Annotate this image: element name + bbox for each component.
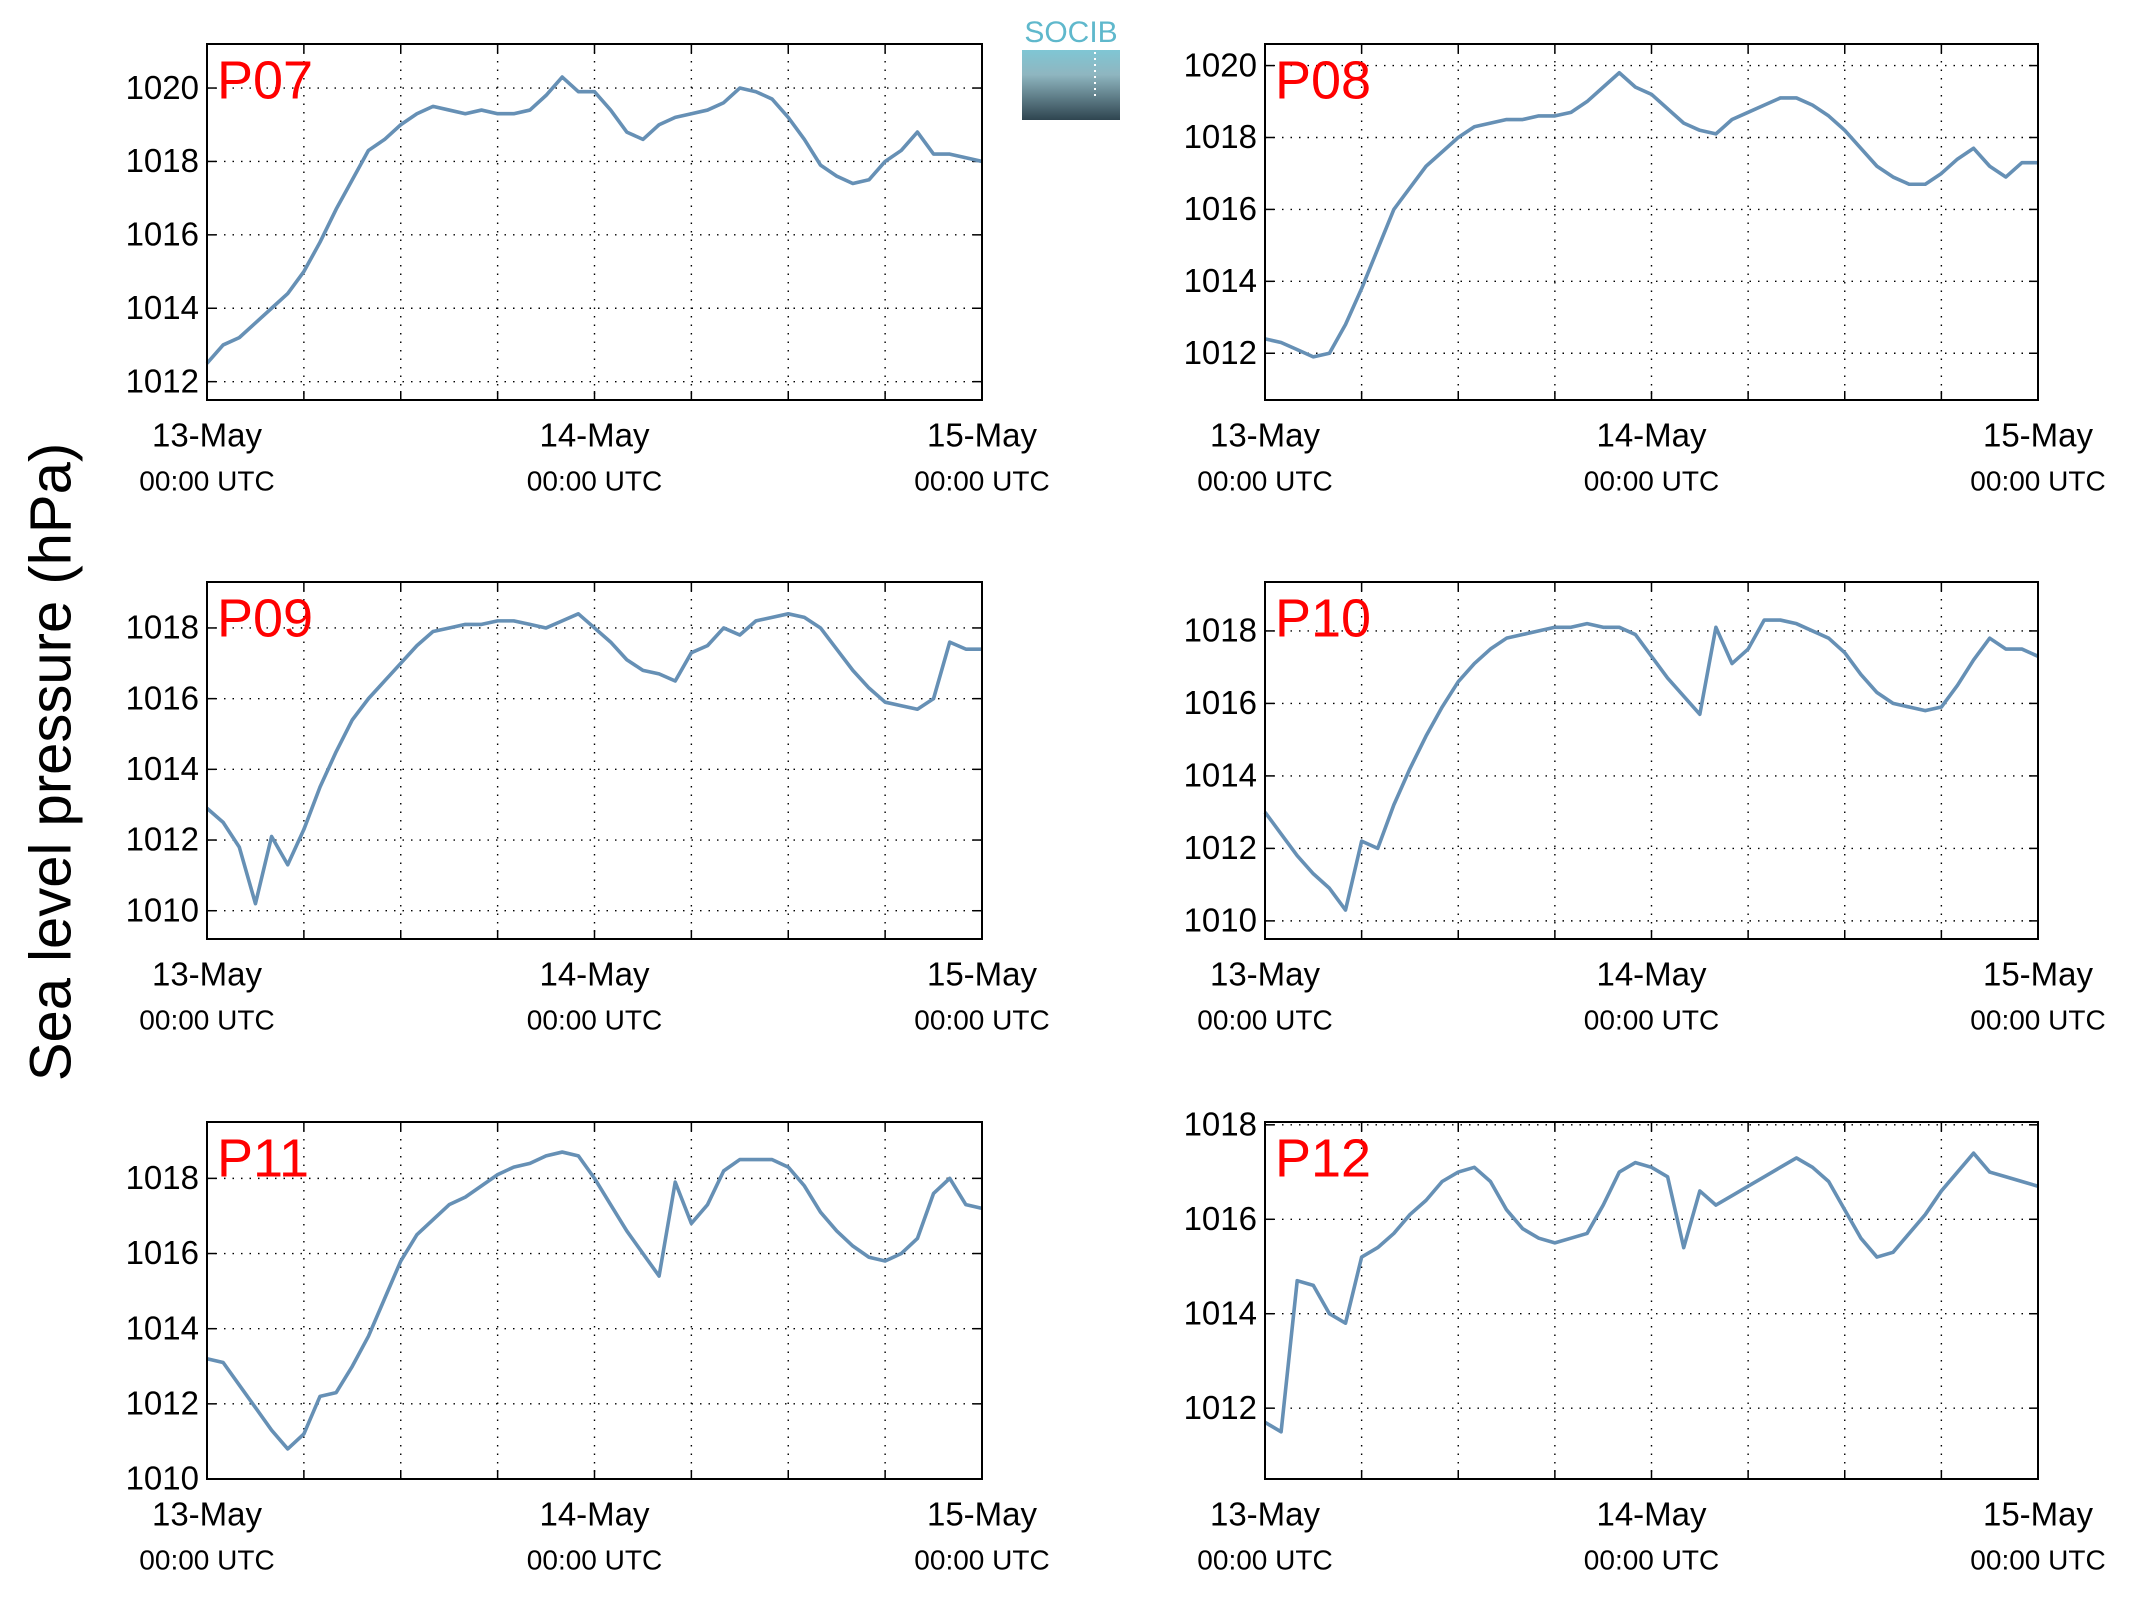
x-tick-label: 15-May	[927, 1496, 1038, 1533]
y-tick-label: 1018	[126, 609, 199, 646]
plot-frame	[1264, 43, 2039, 401]
data-line	[1264, 1151, 2039, 1434]
x-tick-label: 13-May	[1210, 956, 1321, 993]
y-tick-label: 1010	[126, 891, 199, 928]
x-tick-sublabel: 00:00 UTC	[1584, 1544, 1719, 1575]
y-tick-label: 1014	[1184, 262, 1257, 299]
x-tick-sublabel: 00:00 UTC	[914, 1544, 1049, 1575]
x-tick-sublabel: 00:00 UTC	[527, 1544, 662, 1575]
x-tick-sublabel: 00:00 UTC	[1197, 465, 1332, 496]
x-tick-sublabel: 00:00 UTC	[527, 1004, 662, 1035]
plot-frame	[206, 1121, 983, 1480]
x-tick-label: 13-May	[1210, 417, 1321, 454]
plot-frame	[1264, 581, 2039, 940]
panel-title: P08	[1275, 50, 1371, 110]
x-tick-label: 14-May	[1596, 417, 1707, 454]
plot-area	[1265, 44, 2038, 400]
x-tick-label: 14-May	[1596, 1496, 1707, 1533]
y-tick-label: 1020	[1184, 46, 1257, 83]
data-line	[206, 1150, 983, 1451]
data-line	[1264, 70, 2038, 359]
x-tick-sublabel: 00:00 UTC	[1970, 1544, 2105, 1575]
plot-frame	[206, 43, 983, 401]
data-line	[1263, 618, 2039, 912]
x-tick-label: 13-May	[152, 956, 263, 993]
y-tick-label: 1018	[126, 1159, 199, 1196]
y-tick-label: 1018	[1184, 118, 1257, 155]
y-tick-label: 1012	[126, 1385, 199, 1422]
data-line	[205, 612, 982, 906]
x-tick-label: 13-May	[152, 1496, 263, 1533]
x-tick-label: 15-May	[1983, 956, 2094, 993]
x-tick-label: 14-May	[539, 956, 650, 993]
x-tick-sublabel: 00:00 UTC	[1197, 1544, 1332, 1575]
panel-title: P10	[1275, 588, 1371, 648]
plot-frame	[1264, 1121, 2039, 1480]
y-tick-label: 1016	[1184, 684, 1257, 721]
x-tick-sublabel: 00:00 UTC	[1584, 465, 1719, 496]
y-tick-label: 1014	[126, 1309, 199, 1346]
x-tick-sublabel: 00:00 UTC	[914, 465, 1049, 496]
x-tick-label: 15-May	[927, 956, 1038, 993]
y-tick-label: 1010	[1184, 902, 1257, 939]
y-tick-label: 1016	[1184, 1200, 1257, 1237]
panel-title: P11	[217, 1128, 309, 1188]
plot-area	[207, 44, 982, 400]
y-tick-label: 1010	[126, 1460, 199, 1497]
y-tick-label: 1014	[126, 750, 199, 787]
x-tick-sublabel: 00:00 UTC	[1970, 465, 2105, 496]
y-tick-label: 1020	[126, 69, 199, 106]
x-tick-sublabel: 00:00 UTC	[139, 1544, 274, 1575]
x-tick-sublabel: 00:00 UTC	[139, 1004, 274, 1035]
x-tick-label: 13-May	[1210, 1496, 1321, 1533]
y-tick-label: 1014	[126, 289, 199, 326]
x-tick-sublabel: 00:00 UTC	[1584, 1004, 1719, 1035]
y-tick-label: 1012	[126, 362, 199, 399]
panel-title: P09	[217, 588, 313, 648]
y-tick-label: 1016	[1184, 190, 1257, 227]
logo: SOCIB	[1022, 16, 1120, 120]
x-tick-label: 15-May	[927, 417, 1038, 454]
y-tick-label: 1012	[126, 821, 199, 858]
y-tick-label: 1016	[126, 679, 199, 716]
x-tick-sublabel: 00:00 UTC	[914, 1004, 1049, 1035]
x-tick-sublabel: 00:00 UTC	[1197, 1004, 1332, 1035]
x-tick-sublabel: 00:00 UTC	[527, 465, 662, 496]
logo-block	[1022, 50, 1120, 120]
y-tick-label: 1018	[1184, 1106, 1257, 1143]
x-tick-sublabel: 00:00 UTC	[1970, 1004, 2105, 1035]
panel-title: P07	[217, 50, 313, 110]
y-tick-label: 1012	[1184, 334, 1257, 371]
y-tick-label: 1018	[126, 142, 199, 179]
y-tick-label: 1012	[1184, 1389, 1257, 1426]
x-tick-sublabel: 00:00 UTC	[139, 465, 274, 496]
y-tick-label: 1014	[1184, 1294, 1257, 1331]
x-tick-label: 15-May	[1983, 1496, 2094, 1533]
y-tick-label: 1016	[126, 216, 199, 253]
x-tick-label: 14-May	[1596, 956, 1707, 993]
x-tick-label: 14-May	[539, 417, 650, 454]
plot-frame	[206, 581, 983, 940]
panel-title: P12	[1275, 1128, 1371, 1188]
y-tick-label: 1018	[1184, 612, 1257, 649]
y-tick-label: 1016	[126, 1234, 199, 1271]
y-tick-label: 1012	[1184, 829, 1257, 866]
logo-text: SOCIB	[1024, 16, 1117, 49]
y-axis-label: Sea level pressure (hPa)	[18, 443, 83, 1081]
x-tick-label: 15-May	[1983, 417, 2094, 454]
data-line	[205, 75, 983, 365]
x-tick-label: 13-May	[152, 417, 263, 454]
x-tick-label: 14-May	[539, 1496, 650, 1533]
y-tick-label: 1014	[1184, 757, 1257, 794]
